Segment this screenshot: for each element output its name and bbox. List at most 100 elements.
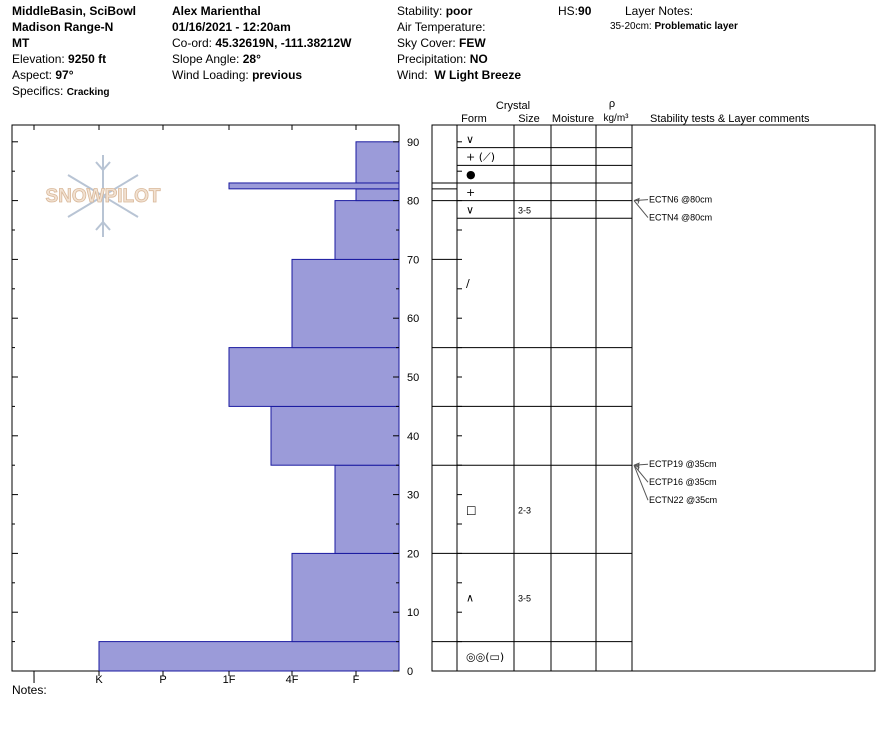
crystal-form-symbol: ∧	[466, 592, 474, 605]
y-tick-label: 80	[407, 196, 419, 208]
specifics-label: Specifics:	[12, 84, 64, 98]
stability-test-label: ECTP19 @35cm	[649, 459, 717, 469]
header-col-3: Stability: poor Air Temperature: Sky Cov…	[397, 3, 521, 83]
test-pointer-arrow	[633, 464, 640, 471]
observer-name: Alex Marienthal	[172, 4, 261, 18]
slope-value: 28°	[242, 52, 261, 66]
hardness-layer-bar	[291, 552, 400, 643]
layer-notes-label: Layer Notes:	[625, 4, 694, 18]
density-unit-header: kg/m³	[604, 113, 630, 124]
y-tick-label: 0	[407, 666, 413, 678]
test-pointer-line	[633, 464, 649, 483]
test-pointer-arrow	[634, 200, 640, 204]
hardness-layers	[98, 141, 400, 672]
air-temp-label: Air Temperature:	[397, 20, 486, 34]
test-pointer-line	[633, 200, 649, 218]
crystal-size-value: 3-5	[518, 205, 531, 215]
x-tick-label: 1F	[223, 674, 236, 686]
y-tick-label: 50	[407, 372, 419, 384]
y-tick-label: 20	[407, 548, 419, 560]
layer-note-text: Problematic layer	[654, 21, 738, 32]
crystal-form-symbol: ∨	[466, 133, 474, 146]
x-tick-label: F	[353, 674, 360, 686]
size-header: Size	[518, 113, 539, 125]
x-tick-label: I	[32, 674, 35, 686]
header-col-1: MiddleBasin, SciBowl Madison Range-N MT …	[12, 3, 136, 101]
hardness-layer-bar	[355, 141, 400, 184]
coord-label: Co-ord:	[172, 36, 213, 50]
sky-label: Sky Cover:	[397, 36, 456, 50]
header-col-2: Alex Marienthal 01/16/2021 - 12:20am Co-…	[172, 3, 351, 83]
hardness-layer-bar	[355, 188, 400, 202]
stability-test-label: ECTP16 @35cm	[649, 477, 717, 487]
crystal-size-value: 2-3	[518, 505, 531, 515]
crystal-form-symbol: □	[466, 503, 476, 516]
hardness-layer-bar	[228, 182, 400, 190]
watermark-text: SNOWPILOT	[45, 186, 160, 207]
observation-datetime: 01/16/2021 - 12:20am	[172, 20, 291, 34]
y-tick-label: 70	[407, 254, 419, 266]
moisture-header: Moisture	[552, 113, 594, 125]
hardness-layer-bar	[334, 464, 400, 554]
table-headers: Crystal Form Size Moisture ρ kg/m³ Stabi…	[461, 98, 810, 125]
stability-test-label: ECTN6 @80cm	[649, 195, 712, 205]
hardness-layer-bar	[291, 258, 400, 349]
hs-label: HS:	[558, 4, 579, 18]
test-pointer-line	[633, 465, 649, 501]
wind-label: Wind:	[397, 68, 428, 82]
sky-value: FEW	[459, 36, 486, 50]
hs-value: 90	[578, 4, 592, 18]
specifics-value: Cracking	[66, 87, 110, 98]
rho-header: ρ	[609, 98, 615, 110]
hardness-axis: I K P 1F 4F F	[32, 125, 360, 686]
crystal-form-symbol: + (⟋)	[466, 151, 495, 164]
location-name: MiddleBasin, SciBowl	[12, 4, 137, 18]
comments-header: Stability tests & Layer comments	[650, 113, 810, 125]
slope-label: Slope Angle:	[172, 52, 240, 66]
aspect-value: 97°	[55, 68, 74, 82]
coord-value: 45.32619N, -111.38212W	[215, 36, 352, 50]
y-tick-label: 10	[407, 607, 419, 619]
stability-label: Stability:	[397, 4, 443, 18]
y-tick-label: 60	[407, 313, 419, 325]
crystal-form-symbol: +	[466, 186, 475, 199]
crystal-form-symbol: ∕	[466, 277, 470, 290]
wind-loading-label: Wind Loading:	[172, 68, 249, 82]
notes-label: Notes:	[12, 683, 47, 697]
layer-notes-block: Layer Notes: 35-20cm: Problematic layer	[610, 3, 738, 35]
height-axis: 0 10 20 30 40 50 60 70 80 90	[12, 137, 419, 678]
hs-block: HS:90	[558, 3, 591, 19]
precip-label: Precipitation:	[397, 52, 467, 66]
stability-tests: ECTP19 @35cm ECTP16 @35cm ECTN22 @35cm ECTN…	[633, 195, 717, 505]
crystal-form-symbol: ●	[466, 168, 476, 181]
snowflake-icon	[67, 155, 139, 237]
stability-test-label: ECTN22 @35cm	[649, 495, 717, 505]
hardness-layer-bar	[334, 200, 400, 260]
crystal-form-symbol: ◎◎(▭)	[466, 650, 504, 663]
elevation-label: Elevation:	[12, 52, 65, 66]
hardness-layer-bar	[98, 641, 400, 672]
aspect-label: Aspect:	[12, 68, 53, 82]
crystal-header: Crystal	[496, 100, 530, 112]
x-tick-label: P	[159, 674, 166, 686]
state-name: MT	[12, 36, 30, 50]
layer-table	[431, 124, 876, 672]
range-name: Madison Range-N	[12, 20, 114, 34]
hardness-layer-bar	[228, 347, 400, 407]
layer-note-range: 35-20cm:	[610, 21, 652, 32]
y-tick-label: 40	[407, 431, 419, 443]
x-tick-label: K	[95, 674, 103, 686]
precip-value: NO	[469, 52, 488, 66]
elevation-value: 9250 ft	[68, 52, 107, 66]
layer-connectors	[432, 182, 457, 643]
hardness-layer-bar	[270, 405, 400, 466]
y-tick-label: 90	[407, 137, 419, 149]
snowpilot-watermark: SNOWPILOT	[45, 155, 161, 237]
stability-value: poor	[445, 4, 473, 18]
wind-loading-value: previous	[252, 68, 303, 82]
x-tick-label: 4F	[286, 674, 299, 686]
form-header: Form	[461, 113, 487, 125]
crystal-size-value: 3-5	[518, 594, 531, 604]
y-tick-label: 30	[407, 490, 419, 502]
crystal-rows: ◎◎(▭) ∧ 3-5 □ 2-3 ∕ ∨ 3-5 + ● + (⟋) ∨	[457, 133, 632, 663]
